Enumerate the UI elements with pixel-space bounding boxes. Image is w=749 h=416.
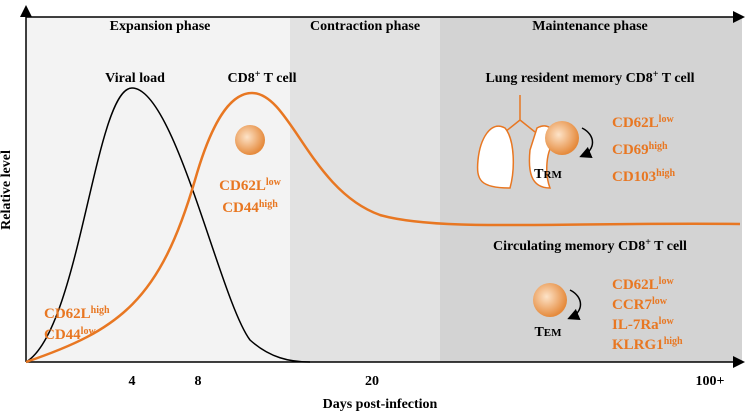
text-part: T — [534, 325, 544, 340]
x-tick-label: 8 — [195, 374, 202, 389]
superscript: + — [653, 69, 659, 80]
tem-label: TEM — [534, 325, 562, 340]
text-part: CD103 — [612, 169, 656, 185]
trm-arrow — [579, 127, 594, 158]
y-axis-label: Relative level — [0, 150, 14, 230]
small-caps: EM — [544, 327, 562, 339]
lung-marker: CD103high — [612, 168, 676, 186]
superscript: + — [645, 237, 651, 248]
tem-arrow — [567, 289, 582, 320]
circulating-title: Circulating memory CD8+ T cell — [493, 237, 687, 255]
text-part: IL-7Ra — [612, 317, 659, 333]
text-part: CD62L — [219, 178, 266, 194]
naive-marker: CD44low — [44, 326, 96, 344]
circulating-marker: IL-7Ralow — [612, 316, 674, 334]
superscript: high — [649, 141, 668, 152]
superscript: high — [664, 336, 683, 347]
circulating-marker: CD62Llow — [612, 276, 674, 294]
text-part: CD62L — [612, 277, 659, 293]
naive-marker: CD62Lhigh — [44, 305, 110, 323]
x-tick-label: 20 — [365, 374, 379, 389]
x-tick-label: 100+ — [696, 374, 725, 389]
superscript: low — [266, 177, 282, 188]
lung-marker: CD62Llow — [612, 114, 674, 132]
superscript: low — [652, 296, 668, 307]
contraction-bg — [290, 17, 440, 362]
text-part: T cell — [659, 71, 695, 86]
maintenance-bg — [440, 17, 742, 362]
phase-label: Expansion phase — [110, 19, 211, 34]
superscript: high — [656, 168, 675, 179]
phase-label: Maintenance phase — [532, 19, 648, 34]
text-part: KLRG1 — [612, 337, 664, 353]
text-part: CD8 — [228, 71, 255, 86]
text-part: CD62L — [612, 115, 659, 131]
text-part: T cell — [260, 71, 296, 86]
effector-marker: CD62Llow — [219, 177, 281, 195]
viral-label: Viral load — [105, 71, 165, 86]
x-tick-label: 4 — [129, 374, 136, 389]
superscript: high — [91, 305, 110, 316]
lung-marker: CD69high — [612, 141, 668, 159]
effector-cell — [235, 125, 265, 155]
text-part: CCR7 — [612, 297, 652, 313]
superscript: low — [659, 114, 675, 125]
cd8-label: CD8+ T cell — [228, 69, 297, 87]
cd8-curve — [25, 91, 741, 364]
superscript: low — [659, 276, 675, 287]
text-part: CD69 — [612, 142, 649, 158]
trm-cell — [545, 121, 579, 155]
small-caps: RM — [544, 169, 563, 181]
lung-icon — [476, 95, 557, 189]
lung-title: Lung resident memory CD8+ T cell — [485, 69, 694, 87]
tem-cell — [533, 283, 567, 317]
superscript: high — [259, 199, 278, 210]
trm-label: TRM — [534, 167, 562, 182]
text-part: CD44 — [222, 200, 259, 216]
circulating-marker: CCR7low — [612, 296, 668, 314]
circulating-marker: KLRG1high — [612, 336, 683, 354]
viral-curve — [25, 87, 311, 363]
text-part: T — [534, 167, 544, 182]
expansion-bg — [26, 17, 290, 362]
text-part: CD62L — [44, 306, 91, 322]
superscript: + — [255, 69, 261, 80]
text-part: CD44 — [44, 327, 81, 343]
text-part: Lung resident memory CD8 — [485, 71, 652, 86]
superscript: low — [659, 316, 675, 327]
superscript: low — [81, 326, 97, 337]
x-axis-label: Days post-infection — [323, 397, 438, 412]
text-part: T cell — [651, 239, 687, 254]
effector-marker: CD44high — [222, 199, 278, 217]
text-part: Circulating memory CD8 — [493, 239, 645, 254]
phase-label: Contraction phase — [310, 19, 420, 34]
